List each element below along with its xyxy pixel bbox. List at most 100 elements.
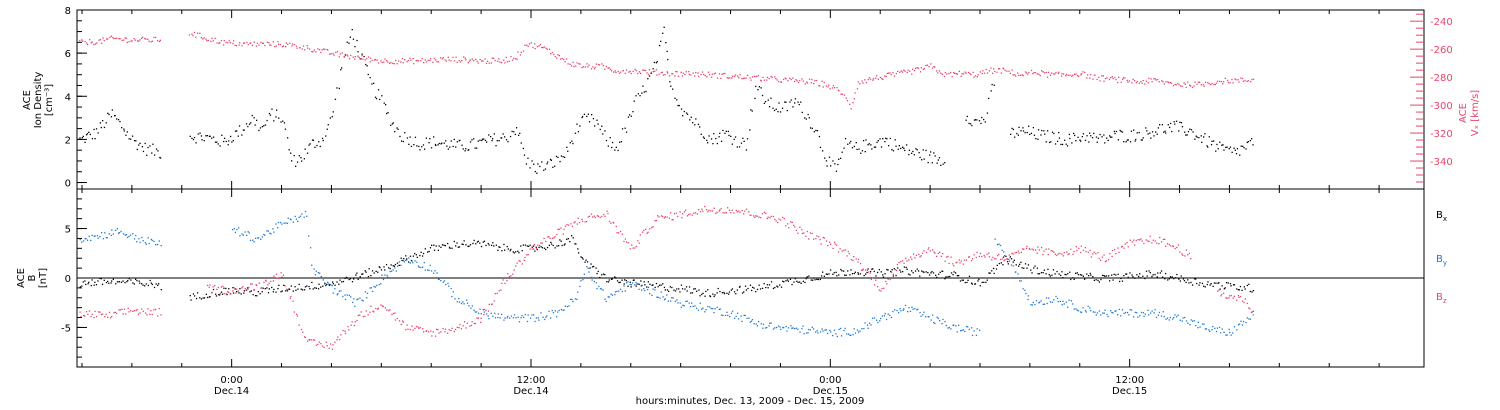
data-point (716, 142, 718, 145)
data-point (1227, 79, 1229, 82)
data-point (564, 156, 566, 158)
data-point (905, 257, 907, 259)
top-panel-frame (76, 9, 1425, 190)
data-point (338, 338, 341, 341)
data-point (286, 290, 289, 292)
data-point (1098, 257, 1100, 260)
data-point (327, 49, 329, 51)
data-point (828, 156, 831, 158)
data-point (898, 312, 900, 314)
data-point (314, 274, 317, 276)
data-point (1090, 256, 1093, 258)
data-point (396, 262, 399, 264)
data-point (931, 67, 934, 69)
data-point (854, 332, 857, 334)
data-point (488, 244, 490, 246)
data-point (1056, 297, 1059, 300)
data-point (686, 300, 688, 302)
data-point (992, 256, 994, 258)
data-point (714, 308, 716, 310)
data-point (144, 242, 146, 244)
data-point (793, 224, 795, 226)
data-point (142, 240, 144, 242)
data-point (97, 132, 99, 134)
data-point (923, 67, 925, 70)
data-point (966, 115, 968, 118)
data-point (386, 309, 388, 311)
data-point (1010, 258, 1013, 260)
data-point (791, 327, 793, 329)
data-point (936, 255, 938, 258)
data-point (218, 42, 220, 45)
data-point (446, 145, 448, 147)
data-point (1001, 249, 1003, 251)
data-point (1092, 253, 1094, 255)
data-point (818, 236, 820, 238)
data-point (1054, 273, 1056, 275)
data-point (916, 309, 918, 311)
data-point (273, 231, 275, 233)
data-point (774, 218, 776, 221)
data-point (884, 141, 886, 143)
data-point (263, 233, 265, 236)
data-point (1101, 75, 1103, 77)
data-point (344, 332, 347, 334)
data-point (323, 346, 325, 348)
data-point (1084, 278, 1086, 280)
data-point (591, 114, 593, 116)
data-point (834, 163, 836, 165)
data-point (713, 295, 715, 298)
data-point (1093, 279, 1095, 281)
data-point (953, 265, 955, 267)
data-point (981, 72, 983, 75)
data-point (1241, 289, 1243, 291)
data-point (1087, 305, 1089, 307)
data-point (733, 75, 736, 78)
data-point (135, 278, 137, 280)
data-point (367, 73, 369, 76)
data-point (158, 40, 161, 43)
data-point (774, 327, 776, 329)
data-point (243, 292, 245, 294)
data-point (1117, 314, 1119, 316)
data-point (706, 76, 708, 78)
data-point (714, 72, 717, 74)
data-point (151, 283, 153, 286)
data-point (1183, 82, 1185, 84)
data-point (1004, 259, 1006, 261)
data-point (588, 215, 591, 217)
data-point (642, 69, 644, 71)
data-point (700, 73, 702, 76)
data-point (1047, 254, 1049, 256)
data-point (1175, 277, 1177, 279)
data-point (1224, 77, 1226, 79)
data-point (1189, 324, 1191, 326)
data-point (153, 240, 155, 242)
data-point (896, 263, 899, 266)
data-point (1086, 273, 1088, 275)
data-point (529, 167, 531, 169)
data-point (1072, 253, 1074, 255)
data-point (586, 220, 588, 223)
data-point (232, 40, 235, 42)
data-point (508, 275, 511, 278)
data-point (730, 312, 733, 314)
data-point (867, 271, 869, 273)
data-point (755, 215, 757, 217)
data-point (885, 318, 888, 321)
data-point (272, 228, 274, 230)
data-point (906, 144, 908, 146)
data-point (1080, 140, 1082, 142)
data-point (981, 116, 983, 119)
data-point (847, 143, 849, 145)
data-point (103, 39, 105, 42)
data-point (250, 283, 252, 285)
data-point (1018, 74, 1020, 76)
data-point (753, 287, 755, 289)
data-point (904, 304, 907, 307)
data-point (1003, 260, 1005, 262)
data-point (567, 224, 570, 226)
data-point (599, 288, 602, 290)
data-point (866, 269, 869, 271)
data-point (1129, 141, 1132, 143)
